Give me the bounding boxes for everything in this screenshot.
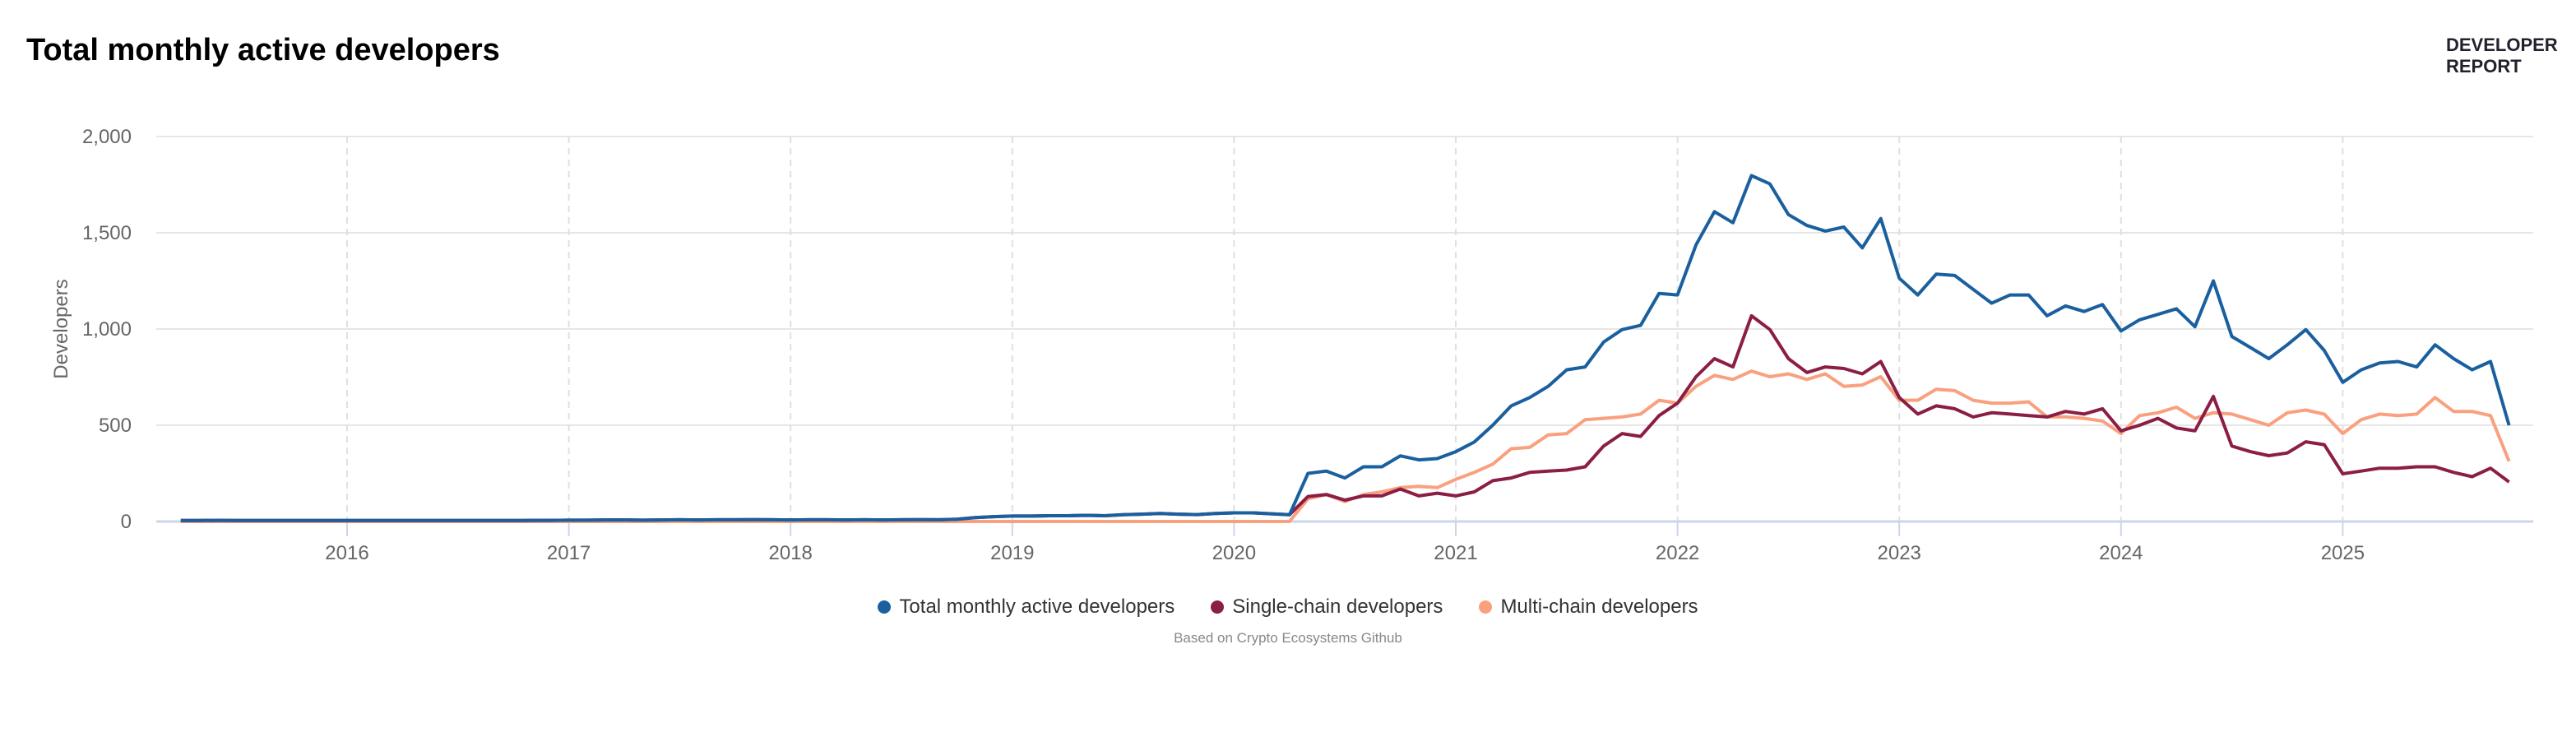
legend-marker-single-chain [1211, 600, 1225, 614]
brand-logo: DEVELOPER REPORT [2446, 35, 2558, 77]
x-tick-label: 2022 [1656, 542, 1699, 564]
source-caption: Based on Crypto Ecosystems Github [1174, 630, 1402, 646]
y-axis-label: Developers [50, 279, 72, 378]
x-tick-label: 2023 [1878, 542, 1921, 564]
series-line-total-monthly-active-developers [180, 174, 2511, 522]
legend-marker-multi-chain [1479, 600, 1493, 614]
series-line-single-chain-developers [180, 313, 2510, 522]
x-tick-label: 2017 [547, 542, 591, 564]
legend-label-total: Total monthly active developers [899, 596, 1175, 618]
x-tick-label: 2024 [2099, 542, 2143, 564]
legend-marker-total [878, 600, 892, 614]
legend-item-single-chain[interactable]: Single-chain developers [1211, 596, 1443, 619]
series-lines [180, 174, 2511, 523]
brand-line-1: DEVELOPER [2446, 35, 2558, 55]
legend: Total monthly active developers Single-c… [0, 596, 2576, 619]
brand-line-2: REPORT [2446, 56, 2522, 76]
y-tick-label: 500 [99, 415, 132, 437]
x-tick-label: 2025 [2321, 542, 2365, 564]
legend-item-total[interactable]: Total monthly active developers [878, 596, 1174, 619]
x-tick-label: 2021 [1434, 542, 1477, 564]
legend-item-multi-chain[interactable]: Multi-chain developers [1479, 596, 1698, 619]
y-tick-label: 0 [121, 511, 132, 533]
y-tick-label: 1,500 [82, 222, 132, 244]
x-tick-label: 2020 [1212, 542, 1256, 564]
y-tick-label: 1,000 [82, 318, 132, 341]
chart-title: Total monthly active developers [26, 33, 500, 67]
x-tick-label: 2016 [325, 542, 368, 564]
legend-label-multi-chain: Multi-chain developers [1500, 596, 1698, 618]
y-tick-label: 2,000 [82, 126, 132, 148]
legend-label-single-chain: Single-chain developers [1232, 596, 1443, 618]
grid [156, 136, 2533, 521]
x-tick-label: 2018 [769, 542, 813, 564]
x-tick-label: 2019 [990, 542, 1034, 564]
